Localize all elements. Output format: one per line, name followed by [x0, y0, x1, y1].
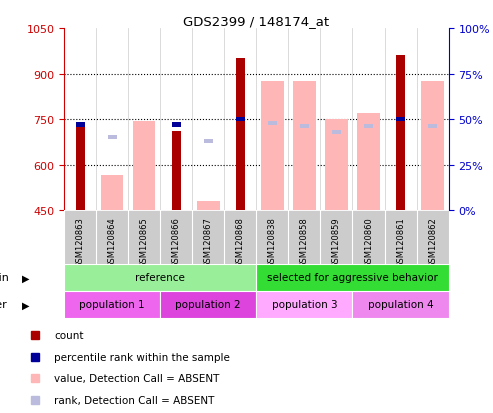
Bar — [96, 211, 128, 264]
Text: GSM120864: GSM120864 — [107, 217, 117, 268]
Bar — [428, 125, 437, 129]
Title: GDS2399 / 148174_at: GDS2399 / 148174_at — [183, 15, 329, 28]
Bar — [417, 211, 449, 264]
Bar — [160, 211, 192, 264]
Text: GSM120858: GSM120858 — [300, 217, 309, 268]
Bar — [256, 211, 288, 264]
Text: GSM120861: GSM120861 — [396, 217, 405, 268]
Text: GSM120859: GSM120859 — [332, 217, 341, 268]
Bar — [357, 114, 380, 211]
Bar — [385, 211, 417, 264]
Bar — [332, 131, 341, 135]
Bar — [172, 123, 181, 127]
Bar — [64, 291, 160, 318]
Bar — [396, 56, 405, 211]
Text: value, Detection Call = ABSENT: value, Detection Call = ABSENT — [54, 373, 219, 384]
Bar — [160, 291, 256, 318]
Bar — [128, 211, 160, 264]
Bar — [352, 211, 385, 264]
Text: ▶: ▶ — [22, 273, 30, 283]
Text: population 1: population 1 — [79, 299, 145, 310]
Bar — [172, 132, 181, 211]
Text: GSM120862: GSM120862 — [428, 217, 437, 268]
Text: GSM120867: GSM120867 — [204, 217, 213, 268]
Bar — [75, 123, 85, 127]
Bar — [256, 264, 449, 291]
Bar — [224, 211, 256, 264]
Bar — [268, 121, 277, 126]
Bar — [320, 211, 352, 264]
Bar — [364, 125, 373, 129]
Bar — [236, 59, 245, 211]
Bar — [261, 82, 283, 211]
Bar — [101, 176, 123, 211]
Text: percentile rank within the sample: percentile rank within the sample — [54, 352, 230, 362]
Text: rank, Detection Call = ABSENT: rank, Detection Call = ABSENT — [54, 395, 214, 405]
Text: GSM120865: GSM120865 — [140, 217, 149, 268]
Text: other: other — [0, 299, 7, 310]
Text: selected for aggressive behavior: selected for aggressive behavior — [267, 273, 438, 283]
Bar — [197, 202, 219, 211]
Bar — [422, 82, 444, 211]
Bar — [133, 121, 155, 211]
Bar — [236, 118, 245, 122]
Bar — [204, 140, 213, 144]
Bar — [64, 211, 96, 264]
Bar — [288, 211, 320, 264]
Bar — [192, 211, 224, 264]
Bar — [352, 291, 449, 318]
Bar — [293, 82, 316, 211]
Text: GSM120868: GSM120868 — [236, 217, 245, 268]
Text: reference: reference — [135, 273, 185, 283]
Bar — [256, 291, 352, 318]
Text: population 3: population 3 — [272, 299, 337, 310]
Bar — [64, 264, 256, 291]
Bar — [300, 125, 309, 129]
Bar — [107, 136, 117, 140]
Text: ▶: ▶ — [22, 299, 30, 310]
Text: strain: strain — [0, 273, 10, 283]
Text: GSM120863: GSM120863 — [75, 217, 85, 268]
Bar — [325, 120, 348, 211]
Text: population 4: population 4 — [368, 299, 433, 310]
Text: GSM120866: GSM120866 — [172, 217, 181, 268]
Bar — [396, 118, 405, 122]
Text: population 2: population 2 — [176, 299, 241, 310]
Bar — [75, 123, 85, 211]
Text: count: count — [54, 330, 84, 340]
Text: GSM120860: GSM120860 — [364, 217, 373, 268]
Text: GSM120838: GSM120838 — [268, 217, 277, 268]
